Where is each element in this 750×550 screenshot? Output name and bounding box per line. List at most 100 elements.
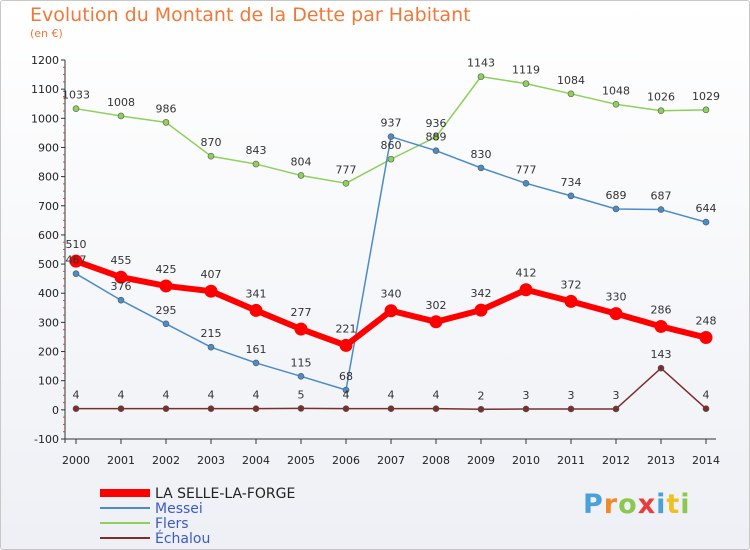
data-point bbox=[114, 270, 128, 284]
chart-subtitle: (en €) bbox=[30, 27, 63, 40]
data-point bbox=[207, 405, 215, 412]
data-point bbox=[567, 90, 575, 98]
data-point bbox=[72, 270, 80, 277]
data-label: 804 bbox=[291, 155, 312, 168]
x-tick-label: 2001 bbox=[107, 454, 135, 467]
data-point bbox=[252, 160, 260, 168]
x-tick-label: 2008 bbox=[422, 454, 450, 467]
data-label: 115 bbox=[291, 356, 312, 369]
x-tick-label: 2005 bbox=[287, 454, 315, 467]
data-label: 143 bbox=[651, 348, 672, 361]
data-label: 843 bbox=[246, 144, 267, 157]
data-point bbox=[387, 405, 395, 412]
data-point bbox=[702, 405, 710, 412]
data-label: 936 bbox=[426, 117, 447, 130]
data-point bbox=[519, 283, 533, 297]
data-label: 889 bbox=[426, 131, 447, 144]
data-label: 1119 bbox=[512, 64, 540, 77]
data-label: 2 bbox=[478, 389, 485, 402]
x-tick-label: 2014 bbox=[692, 454, 720, 467]
data-label: 342 bbox=[471, 287, 492, 300]
data-label: 687 bbox=[651, 190, 672, 203]
data-point bbox=[477, 405, 485, 413]
data-label: 376 bbox=[111, 280, 132, 293]
data-label: 340 bbox=[381, 288, 402, 301]
data-point bbox=[522, 405, 530, 413]
data-point bbox=[249, 303, 263, 317]
y-tick-label: 1000 bbox=[31, 112, 59, 125]
data-point bbox=[204, 284, 218, 298]
data-point bbox=[69, 254, 83, 268]
data-label: 937 bbox=[381, 117, 402, 130]
y-tick-label: 400 bbox=[38, 287, 59, 300]
chart-title: Evolution du Montant de la Dette par Hab… bbox=[30, 4, 471, 26]
legend-label: Échalou bbox=[155, 530, 210, 547]
logo-letter: i bbox=[680, 489, 691, 520]
data-point bbox=[384, 304, 398, 318]
data-point bbox=[207, 152, 215, 160]
data-label: 1084 bbox=[557, 74, 585, 87]
x-tick-label: 2013 bbox=[647, 454, 675, 467]
data-label: 1026 bbox=[647, 91, 675, 104]
data-label: 4 bbox=[253, 389, 260, 402]
data-point bbox=[612, 205, 620, 213]
data-point bbox=[252, 359, 260, 367]
proxiti-logo: Proxiti bbox=[583, 489, 691, 520]
data-point bbox=[339, 338, 353, 352]
y-tick-label: 1100 bbox=[31, 83, 59, 96]
data-label: 467 bbox=[66, 254, 87, 267]
data-label: 455 bbox=[111, 254, 132, 267]
data-point bbox=[522, 180, 530, 187]
data-label: 1008 bbox=[107, 96, 135, 109]
data-label: 4 bbox=[343, 389, 350, 402]
data-point bbox=[699, 331, 713, 345]
data-point bbox=[207, 343, 215, 351]
data-label: 1143 bbox=[467, 57, 495, 70]
data-point bbox=[657, 107, 665, 115]
data-label: 870 bbox=[201, 136, 222, 149]
data-point bbox=[477, 164, 485, 172]
data-label: 3 bbox=[523, 389, 530, 402]
data-point bbox=[117, 405, 125, 412]
data-point bbox=[474, 303, 488, 317]
data-point bbox=[297, 172, 305, 179]
data-label: 221 bbox=[336, 322, 357, 335]
data-point bbox=[432, 405, 440, 412]
logo-letter: t bbox=[666, 489, 681, 520]
data-label: 286 bbox=[651, 303, 672, 316]
data-point bbox=[297, 405, 305, 412]
data-label: 4 bbox=[208, 389, 215, 402]
data-point bbox=[432, 133, 440, 141]
data-label: 4 bbox=[388, 389, 395, 402]
data-label: 644 bbox=[696, 202, 717, 215]
data-label: 860 bbox=[381, 139, 402, 152]
y-tick-label: 900 bbox=[38, 141, 59, 154]
data-label: 330 bbox=[606, 291, 627, 304]
data-label: 412 bbox=[516, 267, 537, 280]
data-label: 3 bbox=[568, 389, 575, 402]
data-point bbox=[567, 405, 575, 413]
data-label: 830 bbox=[471, 148, 492, 161]
data-point bbox=[432, 147, 440, 154]
data-point bbox=[612, 101, 620, 108]
data-point bbox=[612, 405, 620, 413]
legend-label: LA SELLE-LA-FORGE bbox=[155, 486, 295, 502]
data-label: 215 bbox=[201, 327, 222, 340]
data-label: 4 bbox=[118, 389, 125, 402]
data-label: 777 bbox=[516, 163, 537, 176]
data-point bbox=[702, 106, 710, 114]
x-tick-label: 2003 bbox=[197, 454, 225, 467]
data-label: 986 bbox=[156, 102, 177, 115]
y-tick-label: 700 bbox=[38, 200, 59, 213]
y-tick-label: 100 bbox=[38, 375, 59, 388]
data-point bbox=[654, 319, 668, 333]
data-label: 4 bbox=[703, 389, 710, 402]
logo-letter: o bbox=[618, 489, 638, 520]
data-point bbox=[72, 105, 80, 112]
data-point bbox=[162, 119, 170, 126]
legend-label: Messei bbox=[155, 501, 203, 517]
data-point bbox=[702, 218, 710, 226]
data-label: 3 bbox=[613, 389, 620, 402]
data-point bbox=[342, 180, 350, 187]
x-tick-label: 2009 bbox=[467, 454, 495, 467]
